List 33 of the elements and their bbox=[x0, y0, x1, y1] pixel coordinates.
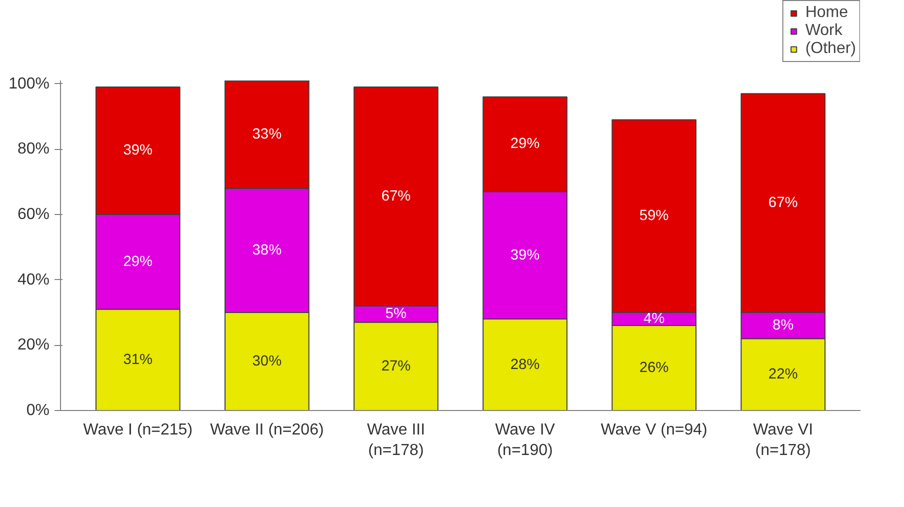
data-label: 31% bbox=[123, 352, 153, 368]
data-label: 38% bbox=[252, 242, 282, 258]
legend-label: Home bbox=[805, 4, 848, 22]
data-label: 59% bbox=[639, 208, 669, 224]
data-label: 28% bbox=[510, 356, 540, 373]
y-tick-label: 60% bbox=[17, 206, 50, 223]
data-label: 30% bbox=[252, 353, 282, 370]
data-label: 8% bbox=[772, 318, 794, 334]
legend-label: (Other) bbox=[805, 40, 856, 58]
data-label: 26% bbox=[639, 360, 669, 376]
y-tick-label: 100% bbox=[8, 75, 50, 92]
data-label: 67% bbox=[768, 195, 798, 212]
x-tick-label: Wave VI (n=178) bbox=[753, 422, 814, 459]
data-label: 5% bbox=[385, 306, 407, 322]
y-tick-label: 0% bbox=[26, 402, 50, 419]
data-label: 22% bbox=[768, 366, 798, 383]
data-label: 27% bbox=[381, 358, 411, 374]
y-tick-label: 80% bbox=[17, 140, 50, 158]
legend-label: Work bbox=[805, 22, 842, 40]
x-tick-label: Wave III (n=178) bbox=[366, 422, 426, 459]
x-tick-label: Wave IV (n=190) bbox=[495, 422, 556, 459]
data-label: 4% bbox=[643, 311, 665, 328]
data-label: 39% bbox=[510, 247, 540, 264]
x-tick-label: Wave I (n=215) bbox=[83, 422, 193, 438]
data-label: 39% bbox=[123, 142, 153, 159]
x-tick-label: Wave II (n=206) bbox=[210, 422, 324, 438]
data-label: 29% bbox=[510, 136, 540, 152]
y-tick-label: 20% bbox=[17, 336, 50, 354]
data-label: 67% bbox=[381, 188, 411, 204]
x-tick-label: Wave V (n=94) bbox=[600, 422, 708, 438]
data-label: 33% bbox=[252, 126, 282, 142]
data-label: 29% bbox=[123, 254, 153, 270]
y-tick-label: 40% bbox=[17, 271, 50, 288]
